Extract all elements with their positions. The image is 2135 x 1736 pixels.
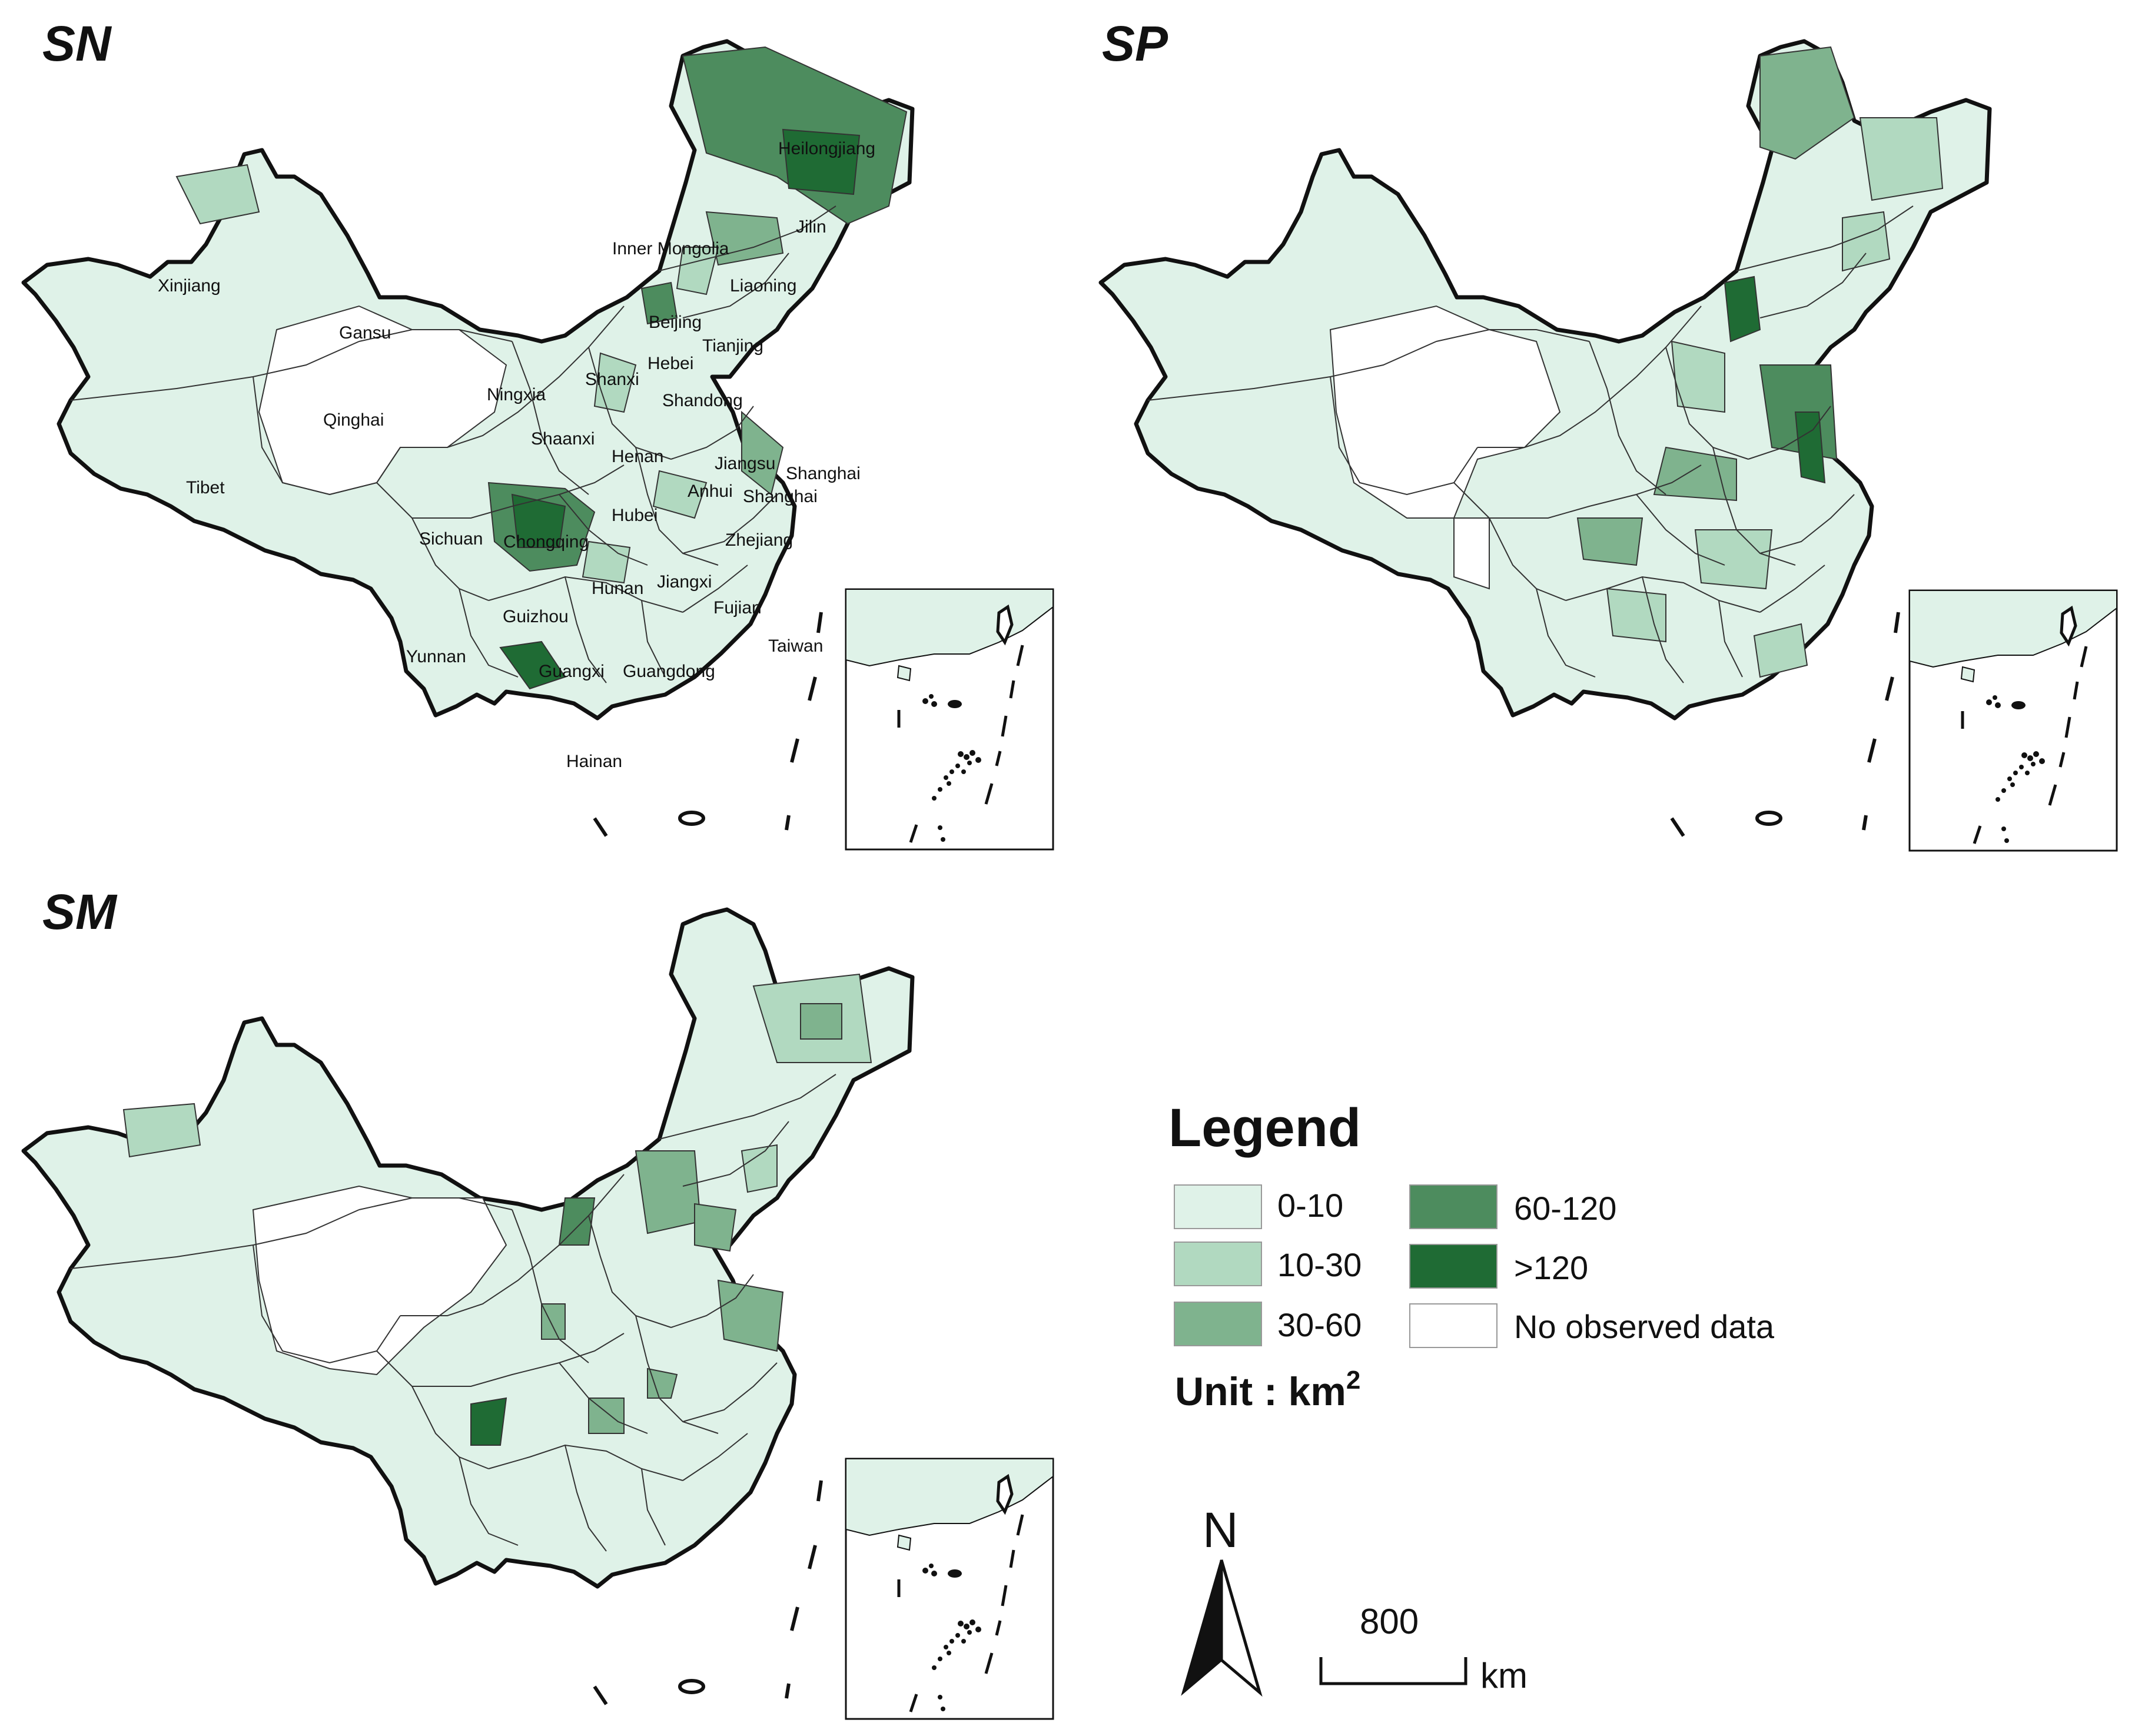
legend-label: No observed data — [1514, 1308, 1775, 1345]
legend-label: 10-30 — [1277, 1246, 1362, 1283]
north-arrow: N — [1181, 1502, 1263, 1697]
province-label: Jiangsu — [715, 454, 775, 473]
province-label: Sichuan — [419, 529, 483, 549]
sm-no-data — [252, 1185, 507, 1376]
legend-label: >120 — [1514, 1249, 1588, 1286]
legend-title: Legend — [1168, 1098, 1361, 1158]
scale-value: 800 — [1360, 1602, 1419, 1641]
province-label: Hainan — [566, 752, 622, 771]
sn-high-values — [175, 46, 908, 690]
panel-sn: SN Heilongjiang Jilin Inner Mongolia — [24, 16, 1053, 849]
legend-swatch — [1174, 1184, 1262, 1229]
province-label: Henan — [612, 447, 663, 466]
province-label: Zhejiang — [725, 530, 793, 550]
province-label: Beijing — [649, 313, 702, 332]
legend-swatch — [1409, 1303, 1498, 1348]
legend-swatch — [1174, 1302, 1262, 1346]
province-label: Yunnan — [406, 647, 466, 666]
north-arrow-icon — [1181, 1559, 1223, 1696]
province-label: Jilin — [796, 217, 826, 237]
province-label: Shaanxi — [531, 429, 595, 449]
province-label: Hebei — [648, 354, 693, 373]
province-label: Taiwan — [768, 636, 823, 656]
province-label: Jiangxi — [657, 572, 712, 592]
province-label: Shandong — [662, 391, 743, 410]
province-label: Ningxia — [487, 385, 546, 404]
province-label: Shanghai — [743, 487, 818, 506]
province-label: Shanxi — [585, 370, 639, 389]
province-label: Fujian — [713, 598, 762, 618]
scale-unit: km — [1480, 1656, 1528, 1695]
province-label: Tibet — [186, 478, 225, 497]
province-label: Hunan — [592, 579, 643, 598]
scale-bar: 800 km — [1319, 1602, 1528, 1695]
legend-label: 60-120 — [1514, 1190, 1616, 1227]
legend: Legend 0-10 10-30 30-60 60-120 >120 No o… — [1168, 1098, 1775, 1414]
province-label: Guizhou — [503, 607, 569, 626]
legend-swatch — [1174, 1242, 1262, 1286]
province-label: Inner Mongolia — [612, 239, 729, 258]
province-label: Guangdong — [623, 662, 715, 681]
province-label: Guangxi — [539, 662, 605, 681]
legend-swatch — [1409, 1184, 1498, 1229]
province-label: Chongqing — [503, 532, 589, 552]
province-label: Hubei — [612, 506, 658, 525]
province-label: Heilongjiang — [778, 139, 875, 158]
panel-title-sp: SP — [1102, 16, 1168, 71]
province-label: Qinghai — [323, 410, 384, 430]
province-labels: Heilongjiang Jilin Inner Mongolia Liaoni… — [158, 139, 875, 771]
province-label: Xinjiang — [158, 276, 221, 296]
province-label: Anhui — [688, 482, 733, 501]
province-label: Liaoning — [730, 276, 796, 296]
legend-label: 0-10 — [1277, 1187, 1343, 1224]
province-label: Tianjing — [702, 336, 763, 356]
panel-sm: SM — [24, 884, 1053, 1719]
panel-title-sn: SN — [42, 16, 112, 71]
sm-values — [122, 973, 872, 1446]
panel-sp: SP — [1101, 16, 2117, 851]
north-label: N — [1203, 1502, 1239, 1558]
legend-swatch — [1409, 1244, 1498, 1289]
panel-title-sm: SM — [42, 884, 118, 940]
sp-no-data — [1329, 305, 1561, 590]
province-label: Gansu — [339, 323, 391, 343]
province-label: Shanghai — [786, 464, 861, 483]
legend-label: 30-60 — [1277, 1306, 1362, 1343]
legend-unit: Unit : km2 — [1175, 1366, 1360, 1414]
